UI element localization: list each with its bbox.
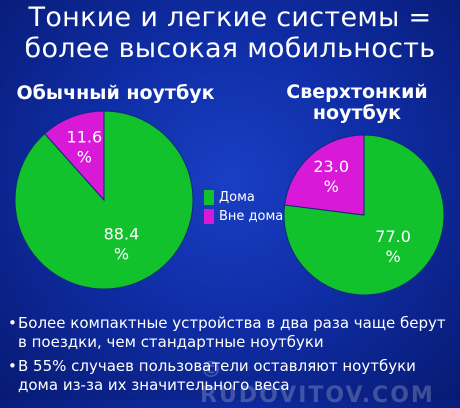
legend-label-home: Дома	[219, 190, 255, 205]
bullet-item: • В 55% случаев пользователи оставляют н…	[8, 357, 456, 395]
slide-title-line-1: Тонкие и легкие системы =	[28, 2, 432, 33]
left-pie-label-home: 88.4%	[104, 225, 140, 264]
legend-item-away: Вне дома	[204, 207, 283, 226]
legend-swatch-home	[204, 190, 214, 205]
bullet-item: • Более компактные устройства в два раза…	[8, 314, 456, 352]
left-pie-slice-away	[44, 110, 105, 202]
right-pie-label-home: 77.0%	[375, 227, 411, 266]
legend: Дома Вне дома	[204, 188, 283, 226]
legend-swatch-away	[204, 209, 214, 224]
bullet-list: • Более компактные устройства в два раза…	[8, 314, 456, 400]
left-chart-title: Обычный ноутбук	[16, 82, 215, 104]
slide-title-line-2: более высокая мобильность	[24, 33, 436, 64]
right-chart-title-line: ноутбук	[312, 102, 402, 124]
legend-label-away: Вне дома	[219, 209, 284, 224]
left-pie-label-away: 11.6%	[67, 127, 103, 166]
bullet-dot-icon: •	[8, 314, 17, 332]
legend-item-home: Дома	[204, 188, 283, 207]
right-pie-slice-away	[284, 134, 365, 216]
right-chart-title: Сверхтонкий ноутбук	[262, 82, 452, 124]
bullet-text: В 55% случаев пользователи оставляют ноу…	[18, 357, 416, 394]
slide-title: Тонкие и легкие системы = более высокая …	[0, 2, 460, 64]
right-pie-label-away: 23.0%	[313, 157, 349, 196]
bullet-text: Более компактные устройства в два раза ч…	[18, 314, 446, 351]
bullet-dot-icon: •	[8, 357, 17, 375]
right-chart-title-line: Сверхтонкий	[286, 81, 428, 103]
